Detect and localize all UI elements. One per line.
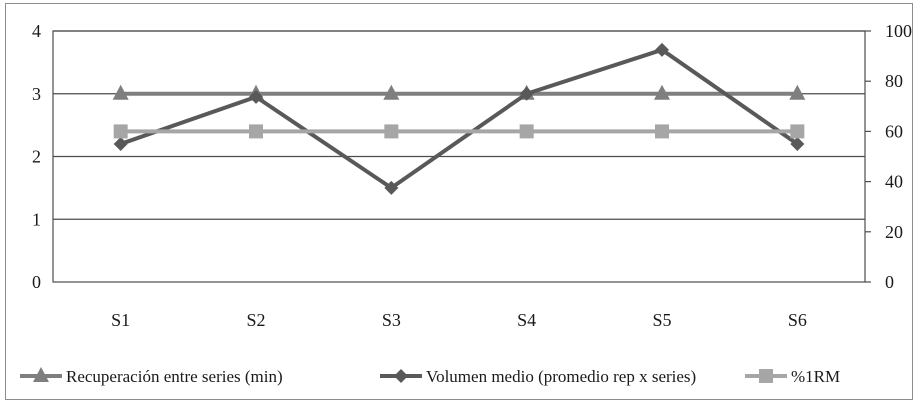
data-point — [655, 124, 669, 139]
data-point — [790, 136, 805, 151]
right-tick-label: 60 — [885, 121, 903, 141]
left-tick-label: 3 — [32, 84, 41, 104]
data-point — [519, 124, 534, 139]
data-point — [654, 84, 670, 100]
data-point — [113, 136, 128, 151]
legend-marker — [759, 369, 773, 383]
plot-area — [52, 30, 866, 283]
data-point — [112, 84, 129, 100]
x-tick-label: S4 — [517, 310, 536, 330]
x-tick-label: S3 — [382, 310, 401, 330]
legend-label: Volumen medio (promedio rep x series) — [426, 367, 696, 386]
data-point — [384, 124, 399, 139]
right-tick-label: 20 — [885, 222, 903, 242]
data-point — [249, 89, 263, 104]
series-line — [120, 47, 799, 190]
right-axis-ticks: 0 20 40 60 80 100 — [865, 21, 912, 292]
left-tick-label: 2 — [32, 147, 41, 167]
legend-marker — [394, 369, 408, 383]
data-point — [249, 124, 263, 139]
x-tick-label: S2 — [246, 310, 265, 330]
right-tick-label: 80 — [885, 71, 903, 91]
data-point — [519, 86, 534, 101]
x-tick-label: S1 — [111, 310, 130, 330]
x-axis-ticks: S1 S2 S3 S4 S5 S6 — [111, 310, 807, 330]
right-tick-label: 40 — [885, 172, 903, 192]
data-point — [113, 124, 128, 139]
left-axis-ticks: 0 1 2 3 4 — [32, 21, 41, 292]
right-tick-label: 0 — [885, 272, 894, 292]
x-tick-label: S6 — [788, 310, 807, 330]
legend-label: Recuperación entre series (min) — [66, 367, 283, 386]
data-point — [384, 180, 399, 195]
legend: Recuperación entre series (min) Volumen m… — [20, 367, 840, 386]
series-layer — [112, 42, 806, 195]
chart-frame — [5, 3, 913, 400]
left-tick-label: 4 — [32, 21, 41, 41]
data-point — [383, 84, 400, 100]
plot-border — [52, 30, 866, 283]
data-point — [790, 124, 805, 139]
data-point — [789, 84, 806, 100]
legend-label: %1RM — [791, 367, 840, 386]
right-tick-label: 100 — [885, 21, 912, 41]
data-point — [655, 42, 669, 57]
left-tick-label: 1 — [32, 209, 41, 229]
x-tick-label: S5 — [652, 310, 671, 330]
legend-marker — [33, 367, 49, 382]
left-tick-label: 0 — [32, 272, 41, 292]
